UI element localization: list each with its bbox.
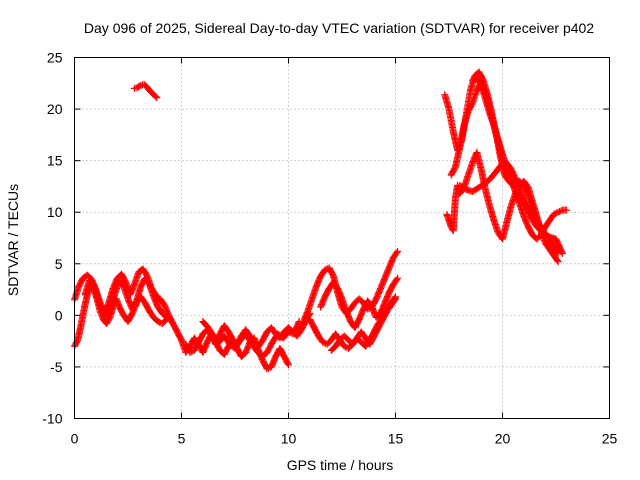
data-point: [392, 295, 399, 303]
y-tick-label: -10: [42, 411, 62, 427]
plot-frame: [74, 57, 610, 419]
y-tick-label: 10: [47, 204, 63, 220]
data-point: [394, 274, 402, 282]
data-point: [563, 206, 571, 214]
data-point: [391, 296, 399, 304]
data-point: [554, 258, 562, 266]
x-tick-label: 5: [178, 431, 186, 447]
y-tick-label: 20: [47, 101, 63, 117]
data-point: [558, 249, 566, 257]
data-point: [558, 248, 566, 256]
x-tick-label: 20: [495, 431, 511, 447]
data-point: [284, 360, 292, 368]
data-point: [393, 249, 401, 257]
y-tick-labels: -10 -5 0 5 10 15 20 25: [42, 50, 62, 427]
y-tick-label: 25: [47, 50, 63, 66]
y-axis-title: SDTVAR / TECUs: [5, 184, 21, 296]
series-sat-j: [317, 274, 402, 332]
data-points: [71, 68, 571, 373]
series-sat-d: [130, 80, 161, 102]
axis-ticks: [74, 57, 610, 419]
chart-title: Day 096 of 2025, Sidereal Day-to-day VTE…: [84, 20, 594, 36]
data-point: [394, 247, 402, 255]
x-tick-label: 0: [71, 431, 79, 447]
data-point: [152, 93, 160, 101]
x-tick-label: 10: [281, 431, 297, 447]
y-tick-label: 15: [47, 153, 63, 169]
series-sat-g: [199, 318, 303, 361]
series-sat-p: [469, 74, 571, 243]
x-tick-label: 25: [602, 431, 618, 447]
series-sat-k: [327, 295, 399, 354]
data-point: [553, 256, 561, 264]
grid-lines: [74, 57, 610, 419]
x-tick-labels: 0 5 10 15 20 25: [71, 431, 618, 447]
y-tick-label: 0: [55, 307, 63, 323]
data-point: [153, 94, 161, 102]
y-tick-label: 5: [55, 256, 63, 272]
x-axis-title: GPS time / hours: [287, 457, 394, 473]
data-point: [285, 361, 292, 369]
x-tick-label: 15: [388, 431, 404, 447]
data-point: [393, 275, 401, 283]
y-tick-label: -5: [50, 359, 63, 375]
